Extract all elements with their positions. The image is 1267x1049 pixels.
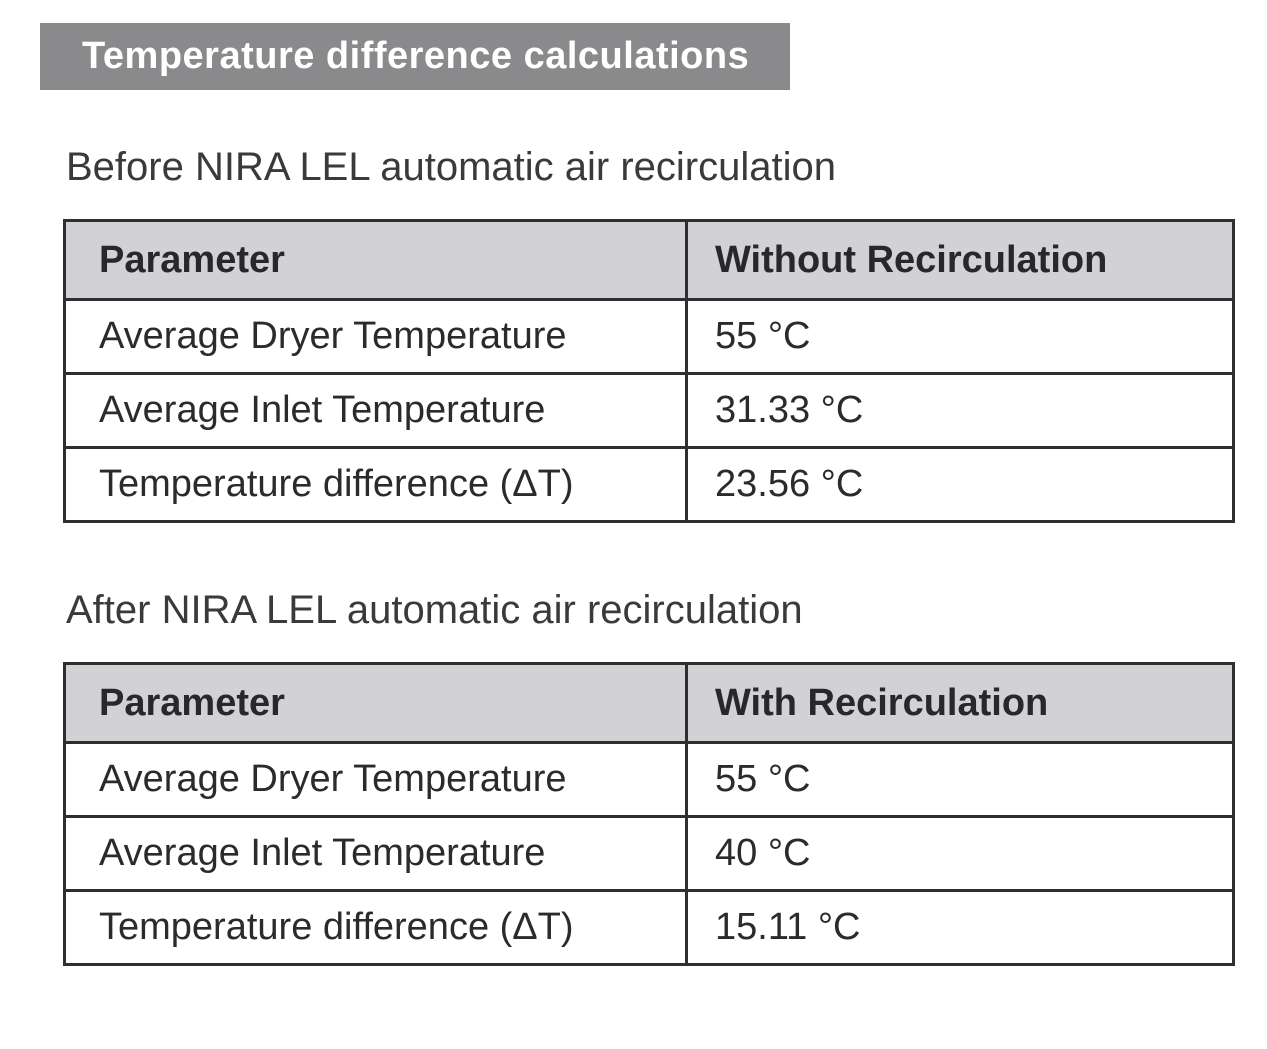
value-cell: 55 °C [685,298,1235,375]
title-banner: Temperature difference calculations [40,23,790,90]
column-header-with-recirculation: With Recirculation [685,662,1235,744]
parameter-cell: Average Inlet Temperature [63,815,688,892]
table-row: Average Inlet Temperature 31.33 °C [63,372,1235,449]
value-cell: 55 °C [685,741,1235,818]
page-title: Temperature difference calculations [82,35,750,77]
table-row: Average Dryer Temperature 55 °C [63,741,1235,818]
section-heading-after: After NIRA LEL automatic air recirculati… [66,588,803,632]
table-row: Temperature difference (ΔT) 15.11 °C [63,889,1235,966]
parameter-cell: Temperature difference (ΔT) [63,446,688,523]
table-without-recirculation: Parameter Without Recirculation Average … [63,219,1235,523]
table-row: Average Inlet Temperature 40 °C [63,815,1235,892]
table-header-row: Parameter Without Recirculation [63,219,1235,301]
value-cell: 40 °C [685,815,1235,892]
value-cell: 15.11 °C [685,889,1235,966]
table-with-recirculation: Parameter With Recirculation Average Dry… [63,662,1235,966]
parameter-cell: Average Dryer Temperature [63,298,688,375]
table-row: Temperature difference (ΔT) 23.56 °C [63,446,1235,523]
document-page: Temperature difference calculations Befo… [0,23,1267,1049]
value-cell: 23.56 °C [685,446,1235,523]
column-header-without-recirculation: Without Recirculation [685,219,1235,301]
parameter-cell: Average Dryer Temperature [63,741,688,818]
value-cell: 31.33 °C [685,372,1235,449]
section-heading-before: Before NIRA LEL automatic air recirculat… [66,145,836,189]
parameter-cell: Temperature difference (ΔT) [63,889,688,966]
column-header-parameter: Parameter [63,662,688,744]
table-row: Average Dryer Temperature 55 °C [63,298,1235,375]
column-header-parameter: Parameter [63,219,688,301]
parameter-cell: Average Inlet Temperature [63,372,688,449]
table-header-row: Parameter With Recirculation [63,662,1235,744]
